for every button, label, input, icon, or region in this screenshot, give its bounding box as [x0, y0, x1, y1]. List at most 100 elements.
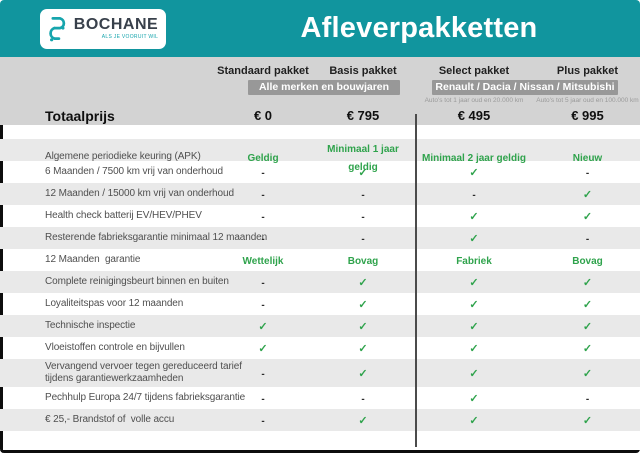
header-body-gap — [3, 125, 640, 139]
feature-label: Complete reinigingsbeurt binnen en buite… — [45, 276, 229, 287]
feature-row: 12 Maanden garantie Wettelijk Bovag Fabriek… — [3, 249, 640, 271]
feature-row: 6 Maanden / 7500 km vrij van onderhoud - ✓… — [3, 161, 640, 183]
value-text: Nieuw — [572, 153, 603, 164]
condition-plus: Auto's tot 5 jaar oud en 100.000 km — [536, 97, 639, 104]
feature-row: € 25,- Brandstof of volle accu - ✓ ✓ ✓ — [0, 409, 640, 431]
check-icon: ✓ — [469, 343, 479, 355]
feature-label: € 25,- Brandstof of volle accu — [45, 414, 175, 425]
feature-row: Complete reinigingsbeurt binnen en buite… — [0, 271, 640, 293]
column-header-standaard: Standaard pakket — [217, 65, 309, 77]
check-icon: ✓ — [582, 368, 593, 380]
dash-icon: - — [261, 416, 265, 427]
bochane-logo: BOCHANE ALS JE VOORUIT WIL — [40, 8, 166, 49]
feature-row: Algemene periodieke keuring (APK) Geldig M… — [0, 139, 640, 173]
check-icon: ✓ — [469, 415, 479, 427]
check-icon: ✓ — [258, 343, 268, 355]
check-icon: ✓ — [469, 277, 479, 289]
check-icon: ✓ — [582, 299, 593, 311]
price-basis: € 795 — [346, 108, 380, 123]
price-select: € 495 — [457, 108, 491, 123]
dash-icon: - — [261, 369, 265, 380]
header-bar: BOCHANE ALS JE VOORUIT WIL Afleverpakket… — [0, 0, 640, 57]
brand-name: BOCHANE — [73, 16, 159, 33]
check-icon: ✓ — [469, 211, 479, 223]
group-badge-renault-group: Renault / Dacia / Nissan / Mitsubishi — [432, 79, 618, 95]
feature-rows: Algemene periodieke keuring (APK) Geldig M… — [0, 139, 640, 431]
check-icon: ✓ — [582, 321, 593, 333]
dash-icon: - — [361, 394, 365, 405]
feature-label: Health check batterij EV/HEV/PHEV — [45, 210, 202, 221]
check-icon: ✓ — [358, 277, 368, 289]
feature-label: Loyaliteitspas voor 12 maanden — [45, 298, 184, 309]
comparison-table: Standaard pakket Basis pakket Select pak… — [0, 57, 640, 453]
package-names-row: Standaard pakket Basis pakket Select pak… — [3, 63, 640, 79]
dash-icon: - — [361, 234, 365, 245]
check-icon: ✓ — [582, 189, 593, 201]
group-badge-all-brands: Alle merken en bouwjaren — [248, 79, 400, 95]
value-text: Bovag — [347, 256, 379, 267]
dash-icon: - — [585, 168, 590, 179]
check-icon: ✓ — [358, 368, 368, 380]
price-plus: € 995 — [571, 108, 604, 123]
feature-label: Pechhulp Europa 24/7 tijdens fabrieksgar… — [45, 392, 246, 403]
check-icon: ✓ — [469, 393, 479, 405]
condition-select: Auto's tot 1 jaar oud en 20.000 km — [424, 97, 524, 104]
check-icon: ✓ — [582, 211, 593, 223]
dash-icon: - — [585, 394, 590, 405]
feature-row: Health check batterij EV/HEV/PHEV - - ✓ ✓ — [3, 205, 640, 227]
table-header-panel: Standaard pakket Basis pakket Select pak… — [0, 57, 640, 125]
value-text: Minimaal 1 jaar geldig — [327, 144, 399, 173]
dash-icon: - — [261, 168, 265, 179]
feature-row: Loyaliteitspas voor 12 maanden - ✓ ✓ ✓ — [3, 293, 640, 315]
logo-text: BOCHANE ALS JE VOORUIT WIL — [74, 17, 158, 40]
dash-icon: - — [261, 190, 265, 201]
total-price-row: Totaalprijs € 0 € 795 € 495 € 995 — [3, 106, 640, 125]
feature-row: Resterende fabrieksgarantie minimaal 12 … — [0, 227, 640, 249]
dash-icon: - — [361, 190, 365, 201]
conditions-row: Auto's tot 1 jaar oud en 20.000 km Auto'… — [3, 95, 640, 106]
check-icon: ✓ — [358, 299, 368, 311]
feature-label: 12 Maanden garantie — [45, 254, 141, 265]
feature-label: 6 Maanden / 7500 km vrij van onderhoud — [45, 166, 223, 177]
check-icon: ✓ — [582, 277, 593, 289]
bochane-logo-icon — [49, 17, 66, 42]
check-icon: ✓ — [469, 321, 479, 333]
dash-icon: - — [261, 278, 265, 289]
brand-tagline: ALS JE VOORUIT WIL — [101, 34, 159, 40]
feature-row: Technische inspectie ✓ ✓ ✓ ✓ — [0, 315, 640, 337]
dash-icon: - — [261, 300, 265, 311]
feature-row: 12 Maanden / 15000 km vrij van onderhoud… — [0, 183, 640, 205]
check-icon: ✓ — [582, 415, 593, 427]
column-header-plus: Plus pakket — [556, 65, 619, 77]
check-icon: ✓ — [582, 343, 593, 355]
value-text: Minimaal 2 jaar geldig — [422, 153, 526, 164]
bottom-empty-row — [3, 431, 640, 450]
dash-icon: - — [361, 212, 365, 223]
feature-label: Vloeistoffen controle en bijvullen — [45, 342, 185, 353]
check-icon: ✓ — [358, 167, 368, 179]
feature-label: Vervangend vervoer tegen gereduceerd tar… — [45, 361, 242, 384]
check-icon: ✓ — [358, 415, 368, 427]
value-text: Wettelijk — [242, 256, 284, 267]
feature-row: Pechhulp Europa 24/7 tijdens fabrieksgar… — [3, 387, 640, 409]
value-text: Bovag — [572, 256, 603, 267]
dash-icon: - — [261, 234, 265, 245]
value-text: Geldig — [247, 153, 279, 164]
feature-label: Algemene periodieke keuring (APK) — [45, 151, 201, 162]
check-icon: ✓ — [358, 343, 368, 355]
price-standaard: € 0 — [253, 108, 273, 123]
dash-icon: - — [261, 394, 265, 405]
feature-row: Vervangend vervoer tegen gereduceerd tar… — [0, 359, 640, 387]
column-header-basis: Basis pakket — [329, 65, 397, 77]
check-icon: ✓ — [358, 321, 368, 333]
dash-icon: - — [261, 212, 265, 223]
check-icon: ✓ — [258, 321, 268, 333]
group-badges-row: Alle merken en bouwjaren Renault / Dacia… — [3, 79, 640, 95]
feature-label: 12 Maanden / 15000 km vrij van onderhoud — [45, 188, 234, 199]
check-icon: ✓ — [469, 233, 479, 245]
check-icon: ✓ — [469, 299, 479, 311]
column-header-select: Select pakket — [438, 65, 510, 77]
feature-label: Resterende fabrieksgarantie minimaal 12 … — [45, 232, 268, 243]
feature-row: Vloeistoffen controle en bijvullen ✓ ✓ ✓ ✓ — [3, 337, 640, 359]
